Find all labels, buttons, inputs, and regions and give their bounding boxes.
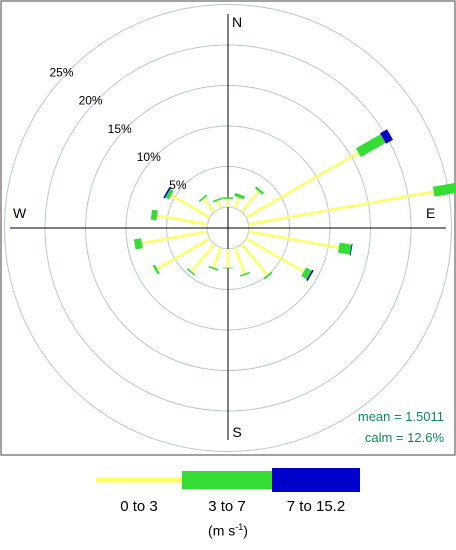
units-suffix: ) (243, 522, 248, 539)
bar-300deg-bin3 (163, 187, 171, 199)
bar-20deg-bin1 (234, 197, 241, 209)
north-label-bg (230, 13, 246, 31)
bar-80deg-bin1 (248, 190, 434, 226)
west-label-bg (10, 203, 32, 221)
bar-180deg-bin2 (223, 267, 233, 269)
bar-120deg-bin2 (301, 267, 312, 280)
bar-240deg-bin2 (152, 264, 160, 275)
bar-160deg-bin2 (239, 271, 250, 277)
legend-swatch-2 (182, 471, 272, 489)
bar-300deg-bin2 (165, 188, 174, 200)
bar-340deg-bin2 (212, 197, 223, 203)
calm-statistic: calm = 12.6% (365, 430, 445, 445)
bar-100deg-bin2 (338, 242, 352, 255)
legend-color-key (96, 468, 360, 492)
bar-140deg-bin1 (240, 243, 269, 276)
units-exponent: -1 (235, 522, 244, 532)
bar-160deg-bin1 (234, 247, 246, 274)
bar-0deg-bin2 (223, 197, 233, 199)
units-prefix: (m s (208, 522, 236, 539)
bar-20deg-bin2 (234, 192, 245, 200)
bar-100deg-bin1 (248, 230, 339, 249)
bar-300deg-bin1 (170, 194, 211, 219)
bar-40deg-bin2 (254, 186, 265, 195)
bar-280deg-bin1 (156, 214, 208, 226)
compass-east-label: E (426, 205, 435, 221)
legend-label-1: 0 to 3 (120, 498, 158, 515)
legend-swatch-1 (96, 477, 182, 483)
compass-west-label: W (13, 205, 27, 221)
bar-200deg-bin2 (208, 265, 219, 271)
mean-statistic: mean = 1.5011 (358, 409, 444, 424)
bar-140deg-bin2 (263, 271, 273, 280)
south-label-bg (231, 423, 245, 441)
compass-north-label: N (232, 14, 242, 30)
bar-60deg-bin2 (355, 134, 386, 157)
legend-label-2: 3 to 7 (208, 498, 246, 515)
units-label: (m s-1) (0, 522, 456, 539)
east-label-bg (424, 203, 440, 221)
bar-60deg-bin3 (380, 129, 393, 144)
ring-label-5: 25% (49, 65, 73, 79)
bar-260deg-bin1 (141, 230, 208, 245)
ring-label-2: 10% (137, 150, 161, 164)
ring-labels: 5% 10% 15% 20% 25% (49, 65, 186, 192)
bar-320deg-bin1 (202, 198, 216, 213)
legend-label-3: 7 to 15.2 (286, 498, 346, 515)
bar-220deg-bin1 (190, 243, 216, 273)
bar-280deg-bin2 (150, 209, 158, 221)
bar-60deg-bin1 (245, 151, 359, 219)
bar-220deg-bin2 (186, 268, 196, 276)
bar-240deg-bin1 (156, 237, 211, 270)
ring-label-1: 5% (169, 178, 187, 192)
bar-320deg-bin2 (198, 194, 208, 203)
bar-100deg-bin3 (349, 243, 353, 256)
bar-0deg-bin1 (226, 198, 230, 207)
bar-120deg-bin3 (306, 269, 314, 281)
direction-bars (133, 129, 456, 281)
bar-340deg-bin1 (216, 200, 222, 209)
ring-label-3: 15% (108, 122, 132, 136)
bar-200deg-bin1 (212, 247, 222, 268)
ring-5 (4, 4, 452, 452)
compass-axes (10, 14, 446, 440)
bar-120deg-bin1 (245, 237, 305, 273)
ring-label-4: 20% (79, 94, 103, 108)
legend-swatch-3 (272, 468, 360, 492)
bar-40deg-bin1 (240, 190, 260, 213)
bar-80deg-bin2 (432, 182, 456, 197)
bar-260deg-bin2 (133, 238, 143, 250)
compass-south-label: S (232, 424, 241, 440)
bar-180deg-bin1 (226, 249, 230, 268)
